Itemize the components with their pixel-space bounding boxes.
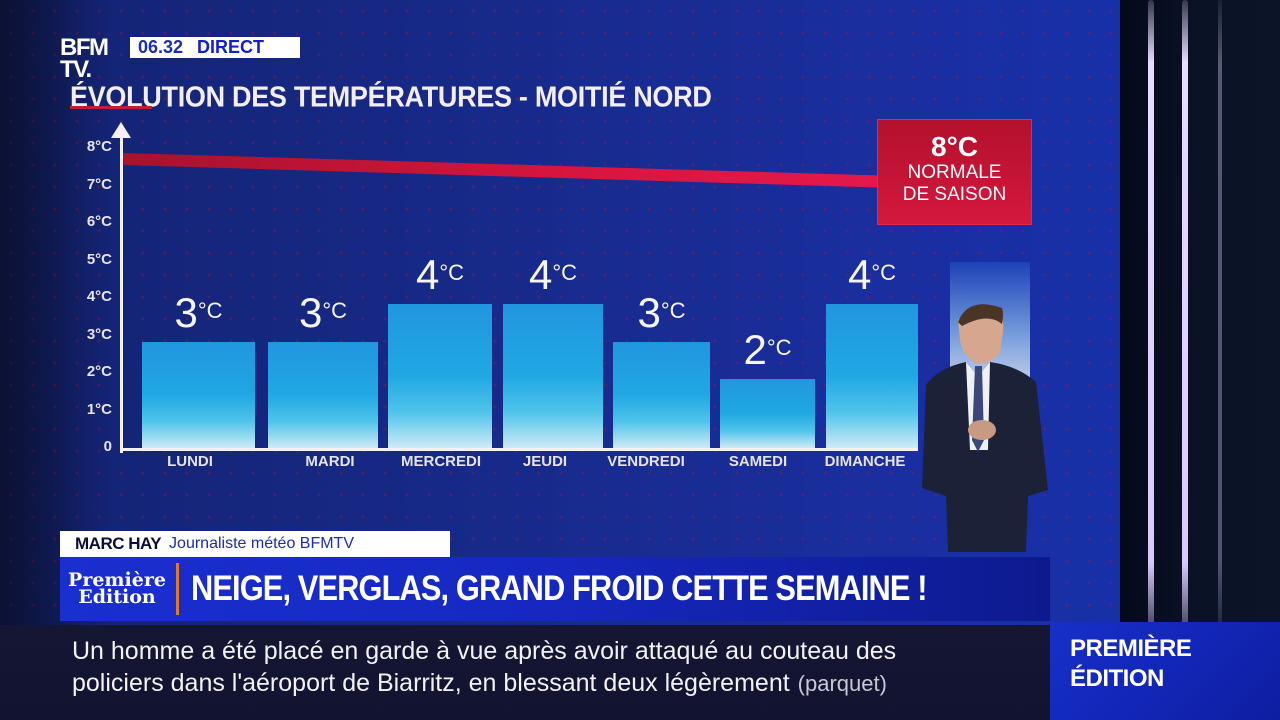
bar-value-label: 4°C — [380, 254, 500, 296]
bar-value-unit: °C — [766, 335, 792, 360]
bar-value-number: 3 — [298, 288, 323, 336]
x-axis — [120, 448, 918, 451]
light-strip — [1218, 0, 1222, 625]
show-logo: Première Edition — [60, 569, 170, 608]
bar-samedi — [720, 379, 815, 448]
y-tick-label: 7°C — [86, 175, 112, 193]
seasonal-normal-label: 8°C NORMALE DE SAISON — [877, 119, 1032, 225]
normal-text-line2: DE SAISON — [902, 184, 1007, 205]
bar-value-label: 4°C — [812, 254, 932, 296]
x-tick-label: VENDREDI — [607, 453, 685, 470]
show-logo-line2: Edition — [78, 586, 156, 608]
y-tick-label: 2°C — [86, 363, 112, 380]
y-axis-arrow-icon — [111, 122, 131, 138]
bar-mardi — [268, 341, 378, 448]
normal-value: 8°C — [931, 131, 978, 162]
y-axis — [120, 135, 123, 453]
x-tick-label: DIMANCHE — [824, 453, 906, 470]
bar-value-label: 2°C — [708, 329, 828, 371]
x-tick-label: MERCREDI — [400, 453, 481, 470]
presenter-figure — [922, 304, 1048, 552]
bar-value-label: 4°C — [493, 254, 613, 296]
edition-panel: PREMIÈRE ÉDITION — [1050, 622, 1280, 720]
live-label: DIRECT — [197, 37, 265, 57]
edition-line2: ÉDITION — [1070, 665, 1164, 692]
bar-vendredi — [613, 341, 710, 448]
ticker-text: Un homme a été placé en garde à vue aprè… — [72, 635, 896, 700]
y-tick-label: 4°C — [86, 288, 112, 305]
studio-background — [1120, 0, 1280, 625]
divider — [176, 563, 179, 615]
bar-value-number: 2 — [743, 326, 767, 373]
headline: NEIGE, VERGLAS, GRAND FROID CETTE SEMAIN… — [191, 569, 928, 608]
x-tick-label: LUNDI — [167, 453, 213, 470]
bar-value-number: 4 — [847, 251, 872, 298]
title-underline — [70, 106, 152, 109]
y-tick-label: 5°C — [86, 250, 112, 268]
bar-value-unit: °C — [871, 260, 897, 285]
edition-line1: PREMIÈRE — [1070, 635, 1192, 662]
chart-title: ÉVOLUTION DES TEMPÉRATURES - MOITIÉ NORD — [70, 81, 712, 113]
bar-jeudi — [503, 304, 603, 448]
light-strip — [1182, 0, 1188, 625]
x-tick-label: JEUDI — [522, 453, 568, 470]
ticker-line2: policiers dans l'aéroport de Biarritz, e… — [72, 669, 790, 697]
bar-mercredi — [388, 304, 492, 448]
show-logo-line1: Première — [68, 569, 166, 591]
bar-value-label: 3°C — [139, 288, 259, 336]
bar-dimanche — [826, 304, 918, 448]
logo-line1: BFM — [60, 34, 109, 61]
y-tick-label: 1°C — [86, 400, 112, 418]
bar-value-number: 4 — [415, 251, 440, 298]
bar-value-unit: °C — [660, 297, 686, 323]
bar-value-label: 3°C — [263, 288, 383, 336]
logo-line2: TV. — [60, 56, 92, 83]
bar-value-number: 3 — [174, 288, 198, 336]
bar-value-unit: °C — [197, 297, 223, 323]
headline-bar: Première Edition NEIGE, VERGLAS, GRAND F… — [60, 557, 1050, 621]
x-tick-label: MARDI — [305, 453, 355, 470]
x-tick-label: SAMEDI — [728, 453, 788, 470]
y-tick-label: 3°C — [86, 325, 112, 343]
presenter-name: MARC HAY — [75, 534, 162, 553]
news-ticker: Un homme a été placé en garde à vue aprè… — [0, 625, 1050, 720]
bar-value-unit: °C — [439, 260, 465, 285]
bar-value-unit: °C — [322, 297, 348, 323]
clock-time: 06.32 — [138, 37, 184, 57]
bar-value-number: 4 — [528, 251, 553, 298]
light-strip — [1148, 0, 1154, 625]
normal-text-line1: NORMALE — [907, 162, 1002, 183]
bar-value-number: 3 — [637, 288, 661, 336]
y-tick-label: 6°C — [86, 213, 112, 230]
y-tick-label: 0 — [103, 438, 112, 455]
ticker-line1: Un homme a été placé en garde à vue aprè… — [72, 637, 897, 665]
channel-logo: BFM TV. — [60, 34, 109, 83]
bar-lundi — [142, 341, 255, 448]
bar-value-unit: °C — [552, 260, 578, 285]
bar-value-label: 3°C — [602, 288, 722, 336]
presenter-name-strip: MARC HAY Journaliste météo BFMTV — [60, 531, 450, 557]
y-tick-label: 8°C — [86, 138, 112, 155]
ticker-source: (parquet) — [797, 671, 887, 696]
presenter-role: Journaliste météo BFMTV — [169, 535, 354, 552]
clock-badge: 06.32 DIRECT — [130, 37, 300, 58]
